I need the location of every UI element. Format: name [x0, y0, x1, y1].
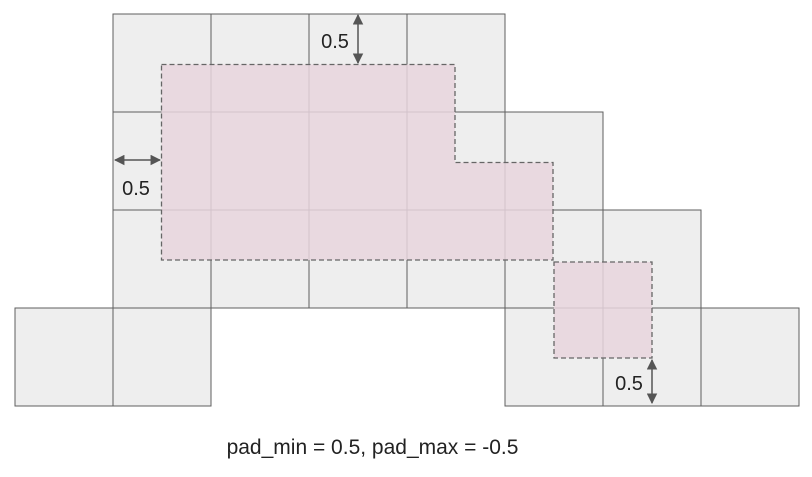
- top-dimension-label: 0.5: [321, 31, 349, 53]
- padded-region-main: [160, 63, 554, 261]
- grid-cell-r3-c1: [112, 307, 212, 407]
- grid-cell-r3-c7: [700, 307, 800, 407]
- left-dimension-label: 0.5: [122, 178, 150, 200]
- grid-cell-r3-c0: [14, 307, 114, 407]
- padded-region-small: [553, 261, 653, 359]
- caption: pad_min = 0.5, pad_max = -0.5: [226, 436, 519, 459]
- bottom-dimension-label: 0.5: [615, 373, 643, 395]
